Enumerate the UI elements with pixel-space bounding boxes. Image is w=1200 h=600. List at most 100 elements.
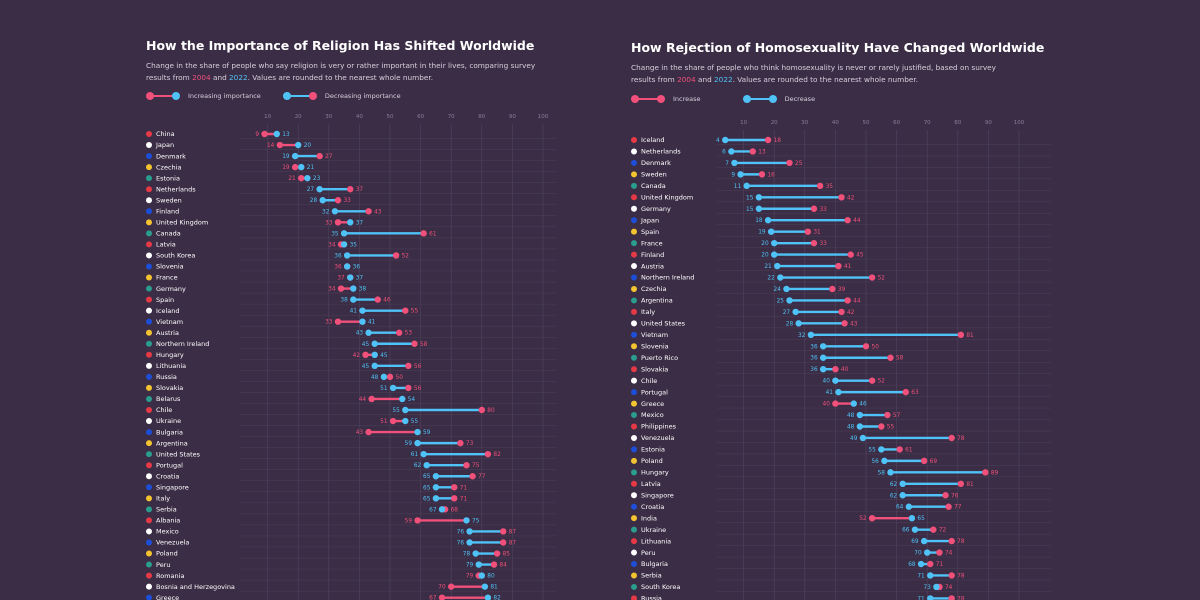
country-label: United States <box>641 320 686 328</box>
x-tick-label: 60 <box>893 120 900 126</box>
country-label: Netherlands <box>156 185 196 193</box>
flag-icon <box>631 194 637 201</box>
country-label: Northern Ireland <box>641 274 694 282</box>
value-label: 52 <box>878 276 886 282</box>
country-label: Serbia <box>641 572 662 580</box>
dot-year-2 <box>343 252 351 259</box>
dot-year-2 <box>755 205 763 212</box>
dot-year-1 <box>804 228 812 235</box>
flag-icon <box>146 153 152 160</box>
dot-year-1 <box>362 351 369 358</box>
value-label: 34 <box>328 242 336 248</box>
value-label: 69 <box>911 539 919 545</box>
legend-swatch-decrease <box>282 92 317 100</box>
flag-icon <box>146 440 152 447</box>
value-label: 79 <box>466 563 474 569</box>
dot-year-1 <box>368 395 375 403</box>
subtitle-year-1: 2004 <box>677 74 696 84</box>
flag-icon <box>631 308 637 315</box>
value-label: 20 <box>761 241 769 247</box>
x-tick-label: 100 <box>1014 120 1025 126</box>
dot-year-2 <box>414 428 421 436</box>
dot-year-1 <box>832 366 839 373</box>
dot-year-2 <box>933 583 940 591</box>
value-label: 48 <box>371 375 379 381</box>
value-label: 35 <box>331 231 339 237</box>
value-label: 36 <box>810 367 818 373</box>
dot-year-2 <box>331 208 339 215</box>
value-label: 68 <box>451 507 459 513</box>
flag-icon <box>631 217 637 224</box>
dot-year-2 <box>371 362 378 370</box>
value-label: 78 <box>957 596 965 600</box>
value-label: 36 <box>810 356 818 362</box>
dot-year-1 <box>374 296 381 303</box>
dot-year-1 <box>786 159 793 167</box>
country-label: Singapore <box>641 491 674 499</box>
country-label: Slovakia <box>641 365 668 373</box>
dot-year-2 <box>917 560 925 568</box>
value-label: 65 <box>423 474 431 480</box>
dot-year-2 <box>316 186 323 193</box>
x-tick-label: 20 <box>295 114 302 120</box>
value-label: 21 <box>307 165 315 171</box>
value-label: 62 <box>414 463 422 469</box>
value-label: 40 <box>823 402 831 408</box>
dot-year-1 <box>948 537 955 545</box>
country-label: Serbia <box>156 506 177 514</box>
flag-icon <box>631 434 637 441</box>
value-label: 41 <box>844 264 852 270</box>
country-label: Latvia <box>641 480 661 488</box>
flag-icon <box>631 285 637 292</box>
value-label: 35 <box>350 242 358 248</box>
country-label: United Kingdom <box>156 219 208 227</box>
flag-icon <box>146 241 152 248</box>
value-label: 82 <box>493 452 501 458</box>
value-label: 64 <box>896 505 904 511</box>
country-label: China <box>156 130 175 138</box>
flag-icon <box>146 550 152 557</box>
value-label: 76 <box>951 493 959 499</box>
value-label: 76 <box>457 529 465 535</box>
dot-year-1 <box>420 230 427 237</box>
flag-icon <box>146 285 152 292</box>
flag-icon <box>631 171 637 178</box>
dot-year-1 <box>749 148 756 155</box>
country-label: Chile <box>641 377 657 385</box>
homosexuality-panel: How Rejection of Homosexuality Have Chan… <box>631 0 1061 600</box>
dot-year-2 <box>899 480 906 487</box>
legend-swatch-increase <box>631 95 665 103</box>
value-label: 65 <box>423 485 431 491</box>
country-label: Spain <box>641 228 659 236</box>
legend-swatch-increase <box>146 92 180 100</box>
value-label: 41 <box>368 320 376 326</box>
dot-year-2 <box>371 351 378 358</box>
flag-icon <box>631 320 637 327</box>
dot-year-1 <box>365 428 372 436</box>
flag-icon <box>146 329 152 336</box>
flag-icon <box>146 484 152 491</box>
dot-year-1 <box>469 473 476 480</box>
flag-icon <box>631 297 637 304</box>
value-label: 61 <box>411 452 419 458</box>
dot-year-1 <box>832 400 839 407</box>
value-label: 61 <box>429 231 437 237</box>
value-label: 18 <box>774 138 782 144</box>
value-label: 66 <box>902 528 910 534</box>
flag-icon <box>146 164 152 171</box>
country-label: Denmark <box>641 159 671 167</box>
dot-year-2 <box>423 462 430 469</box>
flag-icon <box>631 412 637 419</box>
value-label: 65 <box>423 496 431 502</box>
flag-icon <box>631 137 637 143</box>
dot-year-2 <box>927 595 934 600</box>
flag-icon <box>146 572 152 579</box>
value-label: 43 <box>374 209 382 215</box>
value-label: 22 <box>767 276 775 282</box>
dot-year-1 <box>389 417 397 425</box>
dot-year-1 <box>902 388 909 396</box>
flag-icon <box>146 230 152 237</box>
value-label: 62 <box>890 493 898 499</box>
value-label: 41 <box>350 309 358 315</box>
dot-year-2 <box>881 457 888 465</box>
